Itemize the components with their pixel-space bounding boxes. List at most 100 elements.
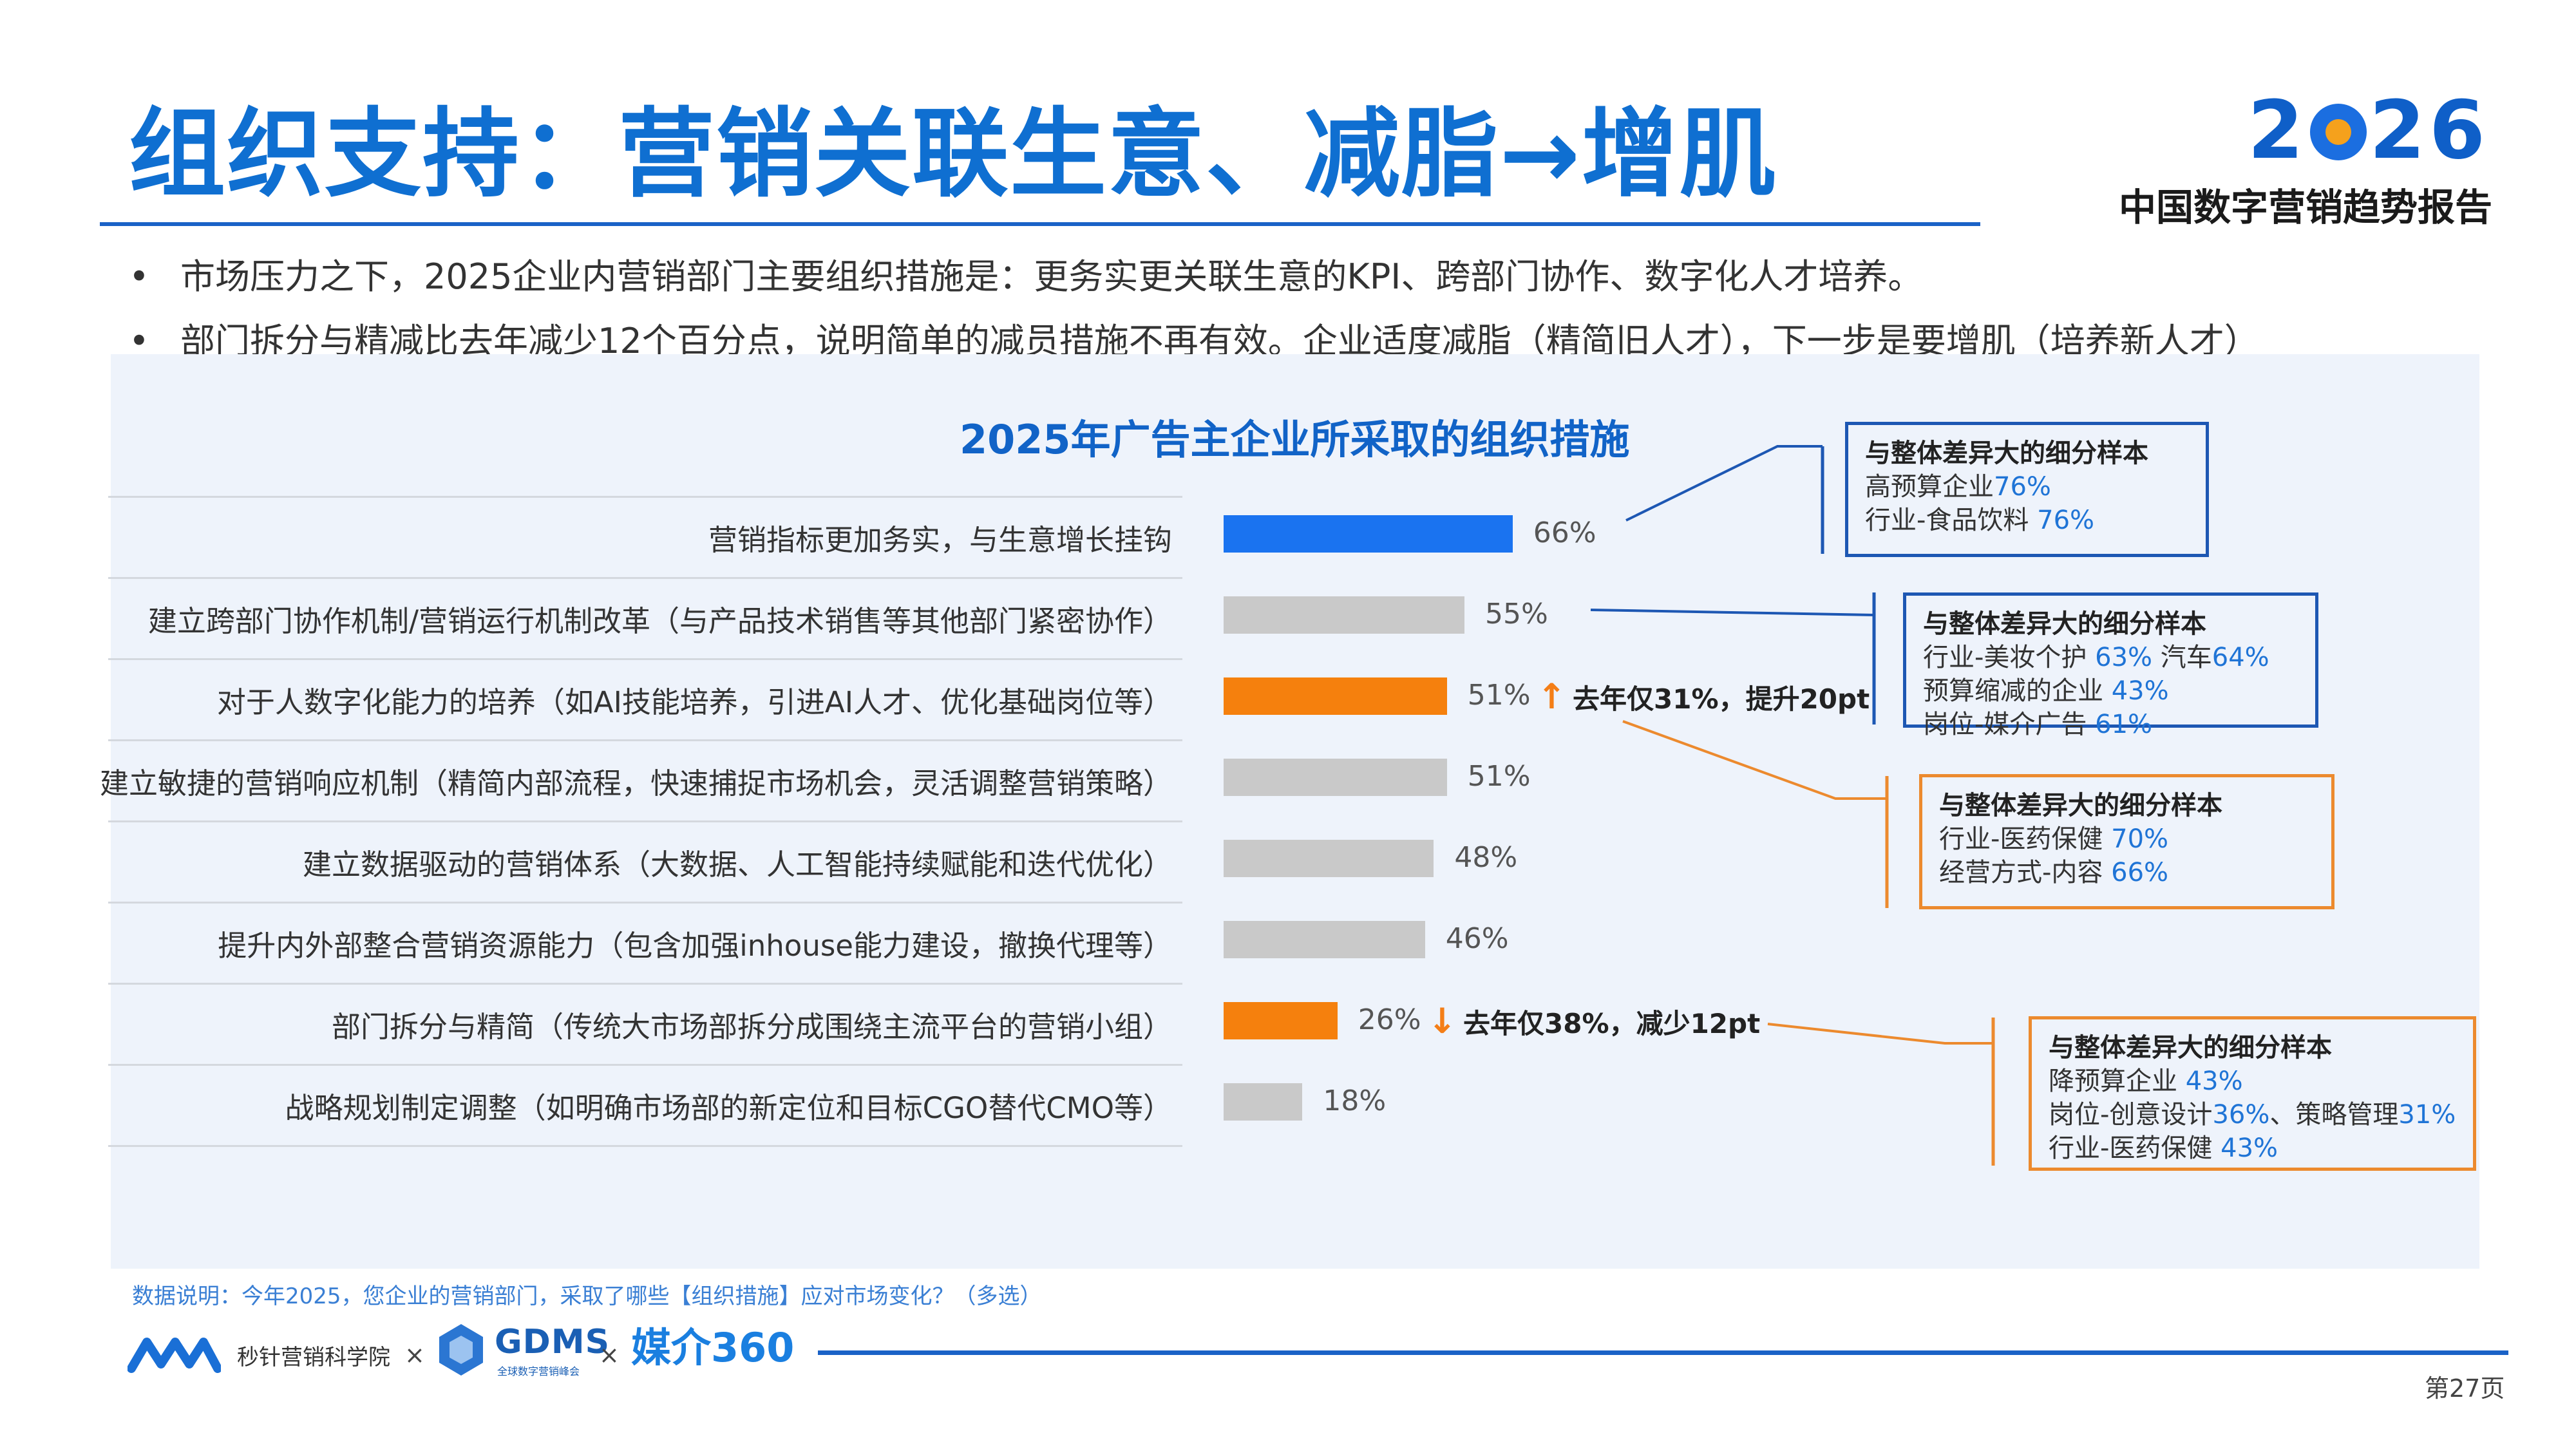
category-label: 建立跨部门协作机制/营销运行机制改革（与产品技术销售等其他部门紧密协作） xyxy=(147,604,1172,638)
bar-annotation: ↓ 去年仅38%，减少12pt xyxy=(1428,1001,1760,1041)
bar-value-label: 18% xyxy=(1323,1084,1387,1117)
callout-text: 岗位-创意设计 xyxy=(2049,1100,2213,1130)
bar-value-label: 51% xyxy=(1467,679,1531,712)
callout-value: 31% xyxy=(2398,1100,2456,1130)
bar xyxy=(1224,921,1425,958)
callout-text: 、策略管理 xyxy=(2269,1100,2399,1130)
media360-logo: 媒介360 xyxy=(631,1324,795,1371)
times-sign: × xyxy=(599,1341,620,1369)
callout-title: 与整体差异大的细分样本 xyxy=(1923,609,2206,639)
logo-ring-icon xyxy=(2309,104,2367,160)
callout-line: 岗位-创意设计36%、策略管理31% xyxy=(2049,1098,2456,1132)
bar xyxy=(1224,596,1464,634)
callout-title: 与整体差异大的细分样本 xyxy=(2049,1033,2332,1063)
callout-value: 43% xyxy=(2185,1066,2243,1096)
row-divider xyxy=(108,658,1182,660)
callout-line: 行业-美妆个护 63% 汽车64% xyxy=(1923,641,2298,674)
callout-text: 岗位-媒介广告 xyxy=(1923,710,2096,739)
callout-line: 高预算企业76% xyxy=(1865,470,2189,504)
callout-text: 预算缩减的企业 xyxy=(1923,676,2112,706)
category-label: 建立敏捷的营销响应机制（精简内部流程，快速捕捉市场机会，灵活调整营销策略） xyxy=(99,766,1172,800)
gdms-subtitle: 全球数字营销峰会 xyxy=(497,1365,580,1378)
callout-line: 行业-医药保健 43% xyxy=(2049,1132,2456,1165)
callout-text: 行业-美妆个护 xyxy=(1923,643,2096,672)
annotation-text: 去年仅38%，减少12pt xyxy=(1463,1008,1761,1039)
logo-2026: 2 26 xyxy=(2248,90,2489,171)
miaozhen-logo-icon xyxy=(128,1338,221,1373)
segment-callout: 与整体差异大的细分样本 行业-医药保健 70% 经营方式-内容 66% xyxy=(1919,774,2334,909)
row-divider xyxy=(108,496,1182,498)
bar-value-label: 26% xyxy=(1358,1003,1421,1036)
callout-line: 行业-医药保健 70% xyxy=(1939,822,2315,856)
logo-year-right: 26 xyxy=(2369,84,2489,177)
bar xyxy=(1224,515,1513,553)
connector-line-3 xyxy=(1622,720,1887,800)
connector-line-1 xyxy=(1625,445,1823,522)
report-subtitle: 中国数字营销趋势报告 xyxy=(2119,185,2493,229)
callout-value: 76% xyxy=(2037,506,2095,535)
row-divider xyxy=(108,820,1182,822)
category-label: 营销指标更加务实，与生意增长挂钩 xyxy=(708,523,1172,557)
bar xyxy=(1224,840,1434,877)
category-label: 战略规划制定调整（如明确市场部的新定位和目标CGO替代CMO等） xyxy=(285,1091,1172,1125)
connector-line-2 xyxy=(1590,609,1875,616)
bar-annotation: ↑ 去年仅31%，提升20pt xyxy=(1537,676,1870,717)
bar-value-label: 46% xyxy=(1445,922,1509,955)
callout-value: 64% xyxy=(2211,643,2269,672)
gdms-hex-icon xyxy=(439,1324,483,1376)
row-divider xyxy=(108,739,1182,741)
bar-value-label: 51% xyxy=(1467,760,1531,793)
chart-title: 2025年广告主企业所采取的组织措施 xyxy=(960,416,1630,463)
row-divider xyxy=(108,983,1182,985)
page-number: 第27页 xyxy=(2425,1374,2505,1403)
callout-value: 66% xyxy=(2111,858,2169,887)
times-sign: × xyxy=(404,1341,425,1369)
arrow-up-icon: ↑ xyxy=(1537,676,1567,717)
callout-value: 63% xyxy=(2095,643,2153,672)
annotation-text: 去年仅31%，提升20pt xyxy=(1573,683,1870,715)
callout-text: 行业-食品饮料 xyxy=(1865,506,2038,535)
gdms-logo: GDMS xyxy=(495,1323,611,1361)
data-note: 数据说明：今年2025，您企业的营销部门，采取了哪些【组织措施】应对市场变化？（… xyxy=(132,1283,1042,1309)
callout-title: 与整体差异大的细分样本 xyxy=(1939,791,2222,820)
callout-line: 预算缩减的企业 43% xyxy=(1923,674,2298,708)
bar-value-label: 48% xyxy=(1454,841,1518,874)
callout-value: 70% xyxy=(2111,824,2169,854)
callout-value: 36% xyxy=(2212,1100,2270,1130)
bar-value-label: 66% xyxy=(1533,516,1596,549)
category-label: 对于人数字化能力的培养（如AI技能培养，引进AI人才、优化基础岗位等） xyxy=(216,685,1172,719)
callout-text: 经营方式-内容 xyxy=(1939,858,2112,887)
callout-value: 43% xyxy=(2111,676,2169,706)
callout-line: 岗位-媒介广告 61% xyxy=(1923,708,2298,741)
bar xyxy=(1224,677,1447,715)
callout-text: 行业-医药保健 xyxy=(1939,824,2112,854)
callout-text: 降预算企业 xyxy=(2049,1066,2186,1096)
callout-line: 经营方式-内容 66% xyxy=(1939,856,2315,889)
callout-text: 高预算企业 xyxy=(1865,472,1994,502)
row-divider xyxy=(108,1064,1182,1066)
row-divider xyxy=(108,902,1182,904)
callout-text: 汽车 xyxy=(2152,643,2212,672)
segment-callout: 与整体差异大的细分样本 降预算企业 43% 岗位-创意设计36%、策略管理31% 行业… xyxy=(2029,1016,2476,1171)
connector-line-4 xyxy=(1767,1023,1993,1045)
row-divider xyxy=(108,1145,1182,1147)
bullet-item: 市场压力之下，2025企业内营销部门主要组织措施是：更务实更关联生意的KPI、跨… xyxy=(129,245,2259,309)
title-underline xyxy=(100,222,1980,226)
callout-text: 行业-医药保健 xyxy=(2049,1133,2221,1163)
page-title: 组织支持：营销关联生意、减脂→增肌 xyxy=(129,99,1777,211)
segment-callout: 与整体差异大的细分样本 高预算企业76% 行业-食品饮料 76% xyxy=(1845,422,2209,557)
brand-miaozhen: 秒针营销科学院 xyxy=(237,1345,390,1370)
callout-value: 43% xyxy=(2221,1133,2278,1163)
bar xyxy=(1224,759,1447,796)
bar xyxy=(1224,1083,1303,1121)
callout-line: 降预算企业 43% xyxy=(2049,1065,2456,1098)
callout-value: 76% xyxy=(1994,472,2051,502)
callout-title: 与整体差异大的细分样本 xyxy=(1865,439,2148,468)
footer-rule xyxy=(818,1350,2508,1355)
category-label: 部门拆分与精简（传统大市场部拆分成围绕主流平台的营销小组） xyxy=(331,1010,1172,1044)
segment-callout: 与整体差异大的细分样本 行业-美妆个护 63% 汽车64% 预算缩减的企业 43% 岗… xyxy=(1903,592,2318,739)
bar xyxy=(1224,1002,1338,1039)
callout-value: 61% xyxy=(2095,710,2153,739)
row-divider xyxy=(108,577,1182,579)
